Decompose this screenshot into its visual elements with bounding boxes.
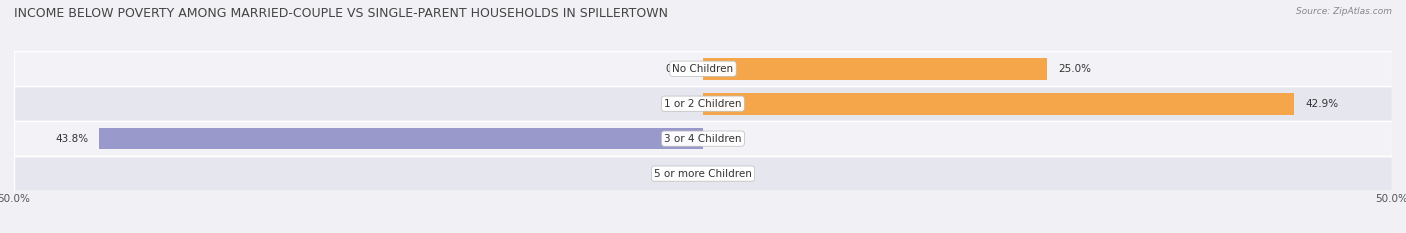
Text: 0.0%: 0.0% — [714, 169, 741, 178]
Text: 0.0%: 0.0% — [665, 64, 692, 74]
Bar — [703, 93, 1294, 115]
Text: No Children: No Children — [672, 64, 734, 74]
Text: 3 or 4 Children: 3 or 4 Children — [664, 134, 742, 144]
Text: 25.0%: 25.0% — [1059, 64, 1091, 74]
Text: INCOME BELOW POVERTY AMONG MARRIED-COUPLE VS SINGLE-PARENT HOUSEHOLDS IN SPILLER: INCOME BELOW POVERTY AMONG MARRIED-COUPL… — [14, 7, 668, 20]
Text: 5 or more Children: 5 or more Children — [654, 169, 752, 178]
Text: 0.0%: 0.0% — [714, 134, 741, 144]
Text: 42.9%: 42.9% — [1305, 99, 1339, 109]
Text: Source: ZipAtlas.com: Source: ZipAtlas.com — [1296, 7, 1392, 16]
Text: 1 or 2 Children: 1 or 2 Children — [664, 99, 742, 109]
Bar — [14, 51, 1392, 86]
Bar — [14, 121, 1392, 156]
Bar — [703, 58, 1047, 80]
Bar — [14, 156, 1392, 191]
Text: 0.0%: 0.0% — [665, 99, 692, 109]
Text: 43.8%: 43.8% — [55, 134, 89, 144]
Bar — [14, 86, 1392, 121]
Text: 0.0%: 0.0% — [665, 169, 692, 178]
Bar — [100, 128, 703, 150]
